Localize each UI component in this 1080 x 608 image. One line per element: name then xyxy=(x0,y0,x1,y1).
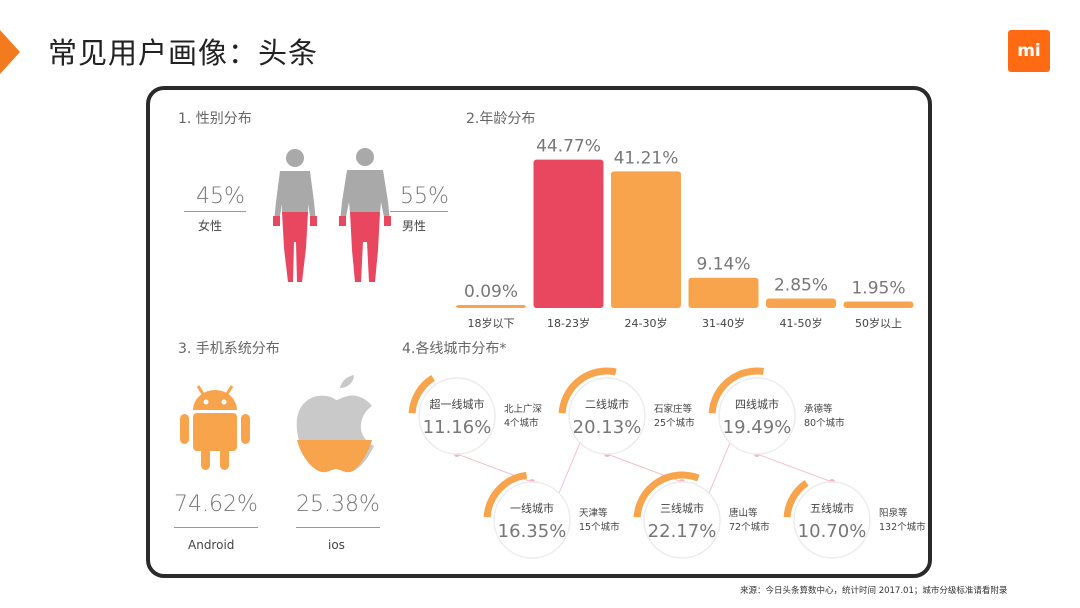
city-tier-label: 超一线城市 xyxy=(430,397,485,411)
city-tier-label: 二线城市 xyxy=(585,397,629,411)
age-tick-label: 18岁以下 xyxy=(468,316,515,330)
city-tier-network: 超一线城市 11.16% 北上广深 4个城市 二线城市 20.13% 石家庄等 25个城市 四线… xyxy=(408,367,926,559)
ios-value: 25.38% xyxy=(296,492,380,517)
city-count: 80个城市 xyxy=(804,417,845,429)
female-value: 45% xyxy=(196,184,245,209)
city-count: 4个城市 xyxy=(504,417,539,429)
age-bar xyxy=(533,159,604,308)
city-section-title-mark: * xyxy=(499,341,507,357)
gender-figures xyxy=(273,148,391,282)
apple-icon xyxy=(296,375,374,473)
city-circle xyxy=(568,377,646,455)
age-bar-value: 9.14% xyxy=(696,255,750,275)
ios-label: ios xyxy=(328,538,345,552)
os-section-title: 3. 手机系统分布 xyxy=(178,341,280,357)
city-circle xyxy=(643,481,721,559)
female-label: 女性 xyxy=(198,219,223,233)
city-circle xyxy=(793,481,871,559)
city-circle xyxy=(493,481,571,559)
age-bar xyxy=(688,277,759,308)
gender-section-title: 1. 性别分布 xyxy=(178,111,252,127)
city-count: 25个城市 xyxy=(654,417,695,429)
city-example: 唐山等 xyxy=(729,507,758,519)
city-count: 132个城市 xyxy=(879,521,926,533)
city-link xyxy=(756,453,833,483)
age-bar-chart: 0.09% 18岁以下 44.77% 18-23岁 41.21% 24-30岁 9.14% 3… xyxy=(456,137,914,330)
city-circle xyxy=(418,377,496,455)
city-example: 北上广深 xyxy=(504,403,543,415)
city-count: 72个城市 xyxy=(729,521,770,533)
city-share-arc xyxy=(633,471,700,518)
city-example: 天津等 xyxy=(579,507,608,519)
male-divider xyxy=(390,211,448,212)
male-label: 男性 xyxy=(402,219,427,233)
city-tier-label: 一线城市 xyxy=(510,501,554,515)
city-tier-label: 五线城市 xyxy=(810,501,854,515)
age-bar-value: 41.21% xyxy=(614,148,679,168)
city-circle xyxy=(718,377,796,455)
city-count: 15个城市 xyxy=(579,521,620,533)
age-section-title: 2.年龄分布 xyxy=(466,111,536,127)
city-example: 承德等 xyxy=(804,403,833,415)
android-divider xyxy=(174,527,258,528)
age-tick-label: 24-30岁 xyxy=(625,316,668,330)
age-bar xyxy=(456,305,526,308)
slide-title: 常见用户画像：头条 xyxy=(48,36,319,70)
female-figure-icon xyxy=(273,149,317,282)
city-tier-value: 16.35% xyxy=(498,521,567,542)
mi-logo: mi xyxy=(1008,30,1050,72)
age-tick-label: 50岁以上 xyxy=(855,316,902,330)
city-section-title: 4.各线城市分布* xyxy=(402,338,506,358)
city-share-arc xyxy=(708,367,765,414)
android-label: Android xyxy=(188,538,235,552)
male-figure-icon xyxy=(339,148,391,282)
city-tier-value: 22.17% xyxy=(648,521,717,542)
male-value: 55% xyxy=(400,184,449,209)
ios-divider xyxy=(296,527,380,528)
android-icon xyxy=(180,385,250,470)
city-section-title-text: 4.各线城市分布 xyxy=(402,341,500,357)
age-tick-label: 31-40岁 xyxy=(702,316,745,330)
city-example: 石家庄等 xyxy=(654,403,693,415)
age-bar-value: 2.85% xyxy=(774,276,828,296)
source-note: 来源：今日头条算数中心，统计时间 2017.01；城市分级标准请看附录 xyxy=(740,586,1008,596)
age-bar-value: 0.09% xyxy=(464,282,518,302)
city-share-arc xyxy=(783,479,809,518)
city-tier-label: 四线城市 xyxy=(735,397,779,411)
age-bar xyxy=(766,298,836,308)
age-bar-value: 1.95% xyxy=(851,279,905,299)
title-accent-arrow xyxy=(0,30,20,74)
age-bar-value: 44.77% xyxy=(536,137,601,157)
city-tier-value: 10.70% xyxy=(798,521,867,542)
age-tick-label: 18-23岁 xyxy=(547,316,590,330)
city-share-arc xyxy=(483,471,528,518)
city-tier-value: 11.16% xyxy=(423,417,492,438)
city-tier-value: 20.13% xyxy=(573,417,642,438)
city-share-arc xyxy=(558,367,617,414)
city-tier-label: 三线城市 xyxy=(660,501,704,515)
android-value: 74.62% xyxy=(174,492,258,517)
age-bar xyxy=(611,171,681,308)
age-bar xyxy=(843,301,914,308)
city-example: 阳泉等 xyxy=(879,507,908,519)
city-share-arc xyxy=(408,374,436,414)
female-divider xyxy=(184,211,246,212)
city-tier-value: 19.49% xyxy=(723,417,792,438)
screen-frame: 1. 性别分布 45% 女性 55% 男性 2.年龄分布 0.09% 18岁以下 4… xyxy=(146,86,932,578)
age-tick-label: 41-50岁 xyxy=(780,316,823,330)
